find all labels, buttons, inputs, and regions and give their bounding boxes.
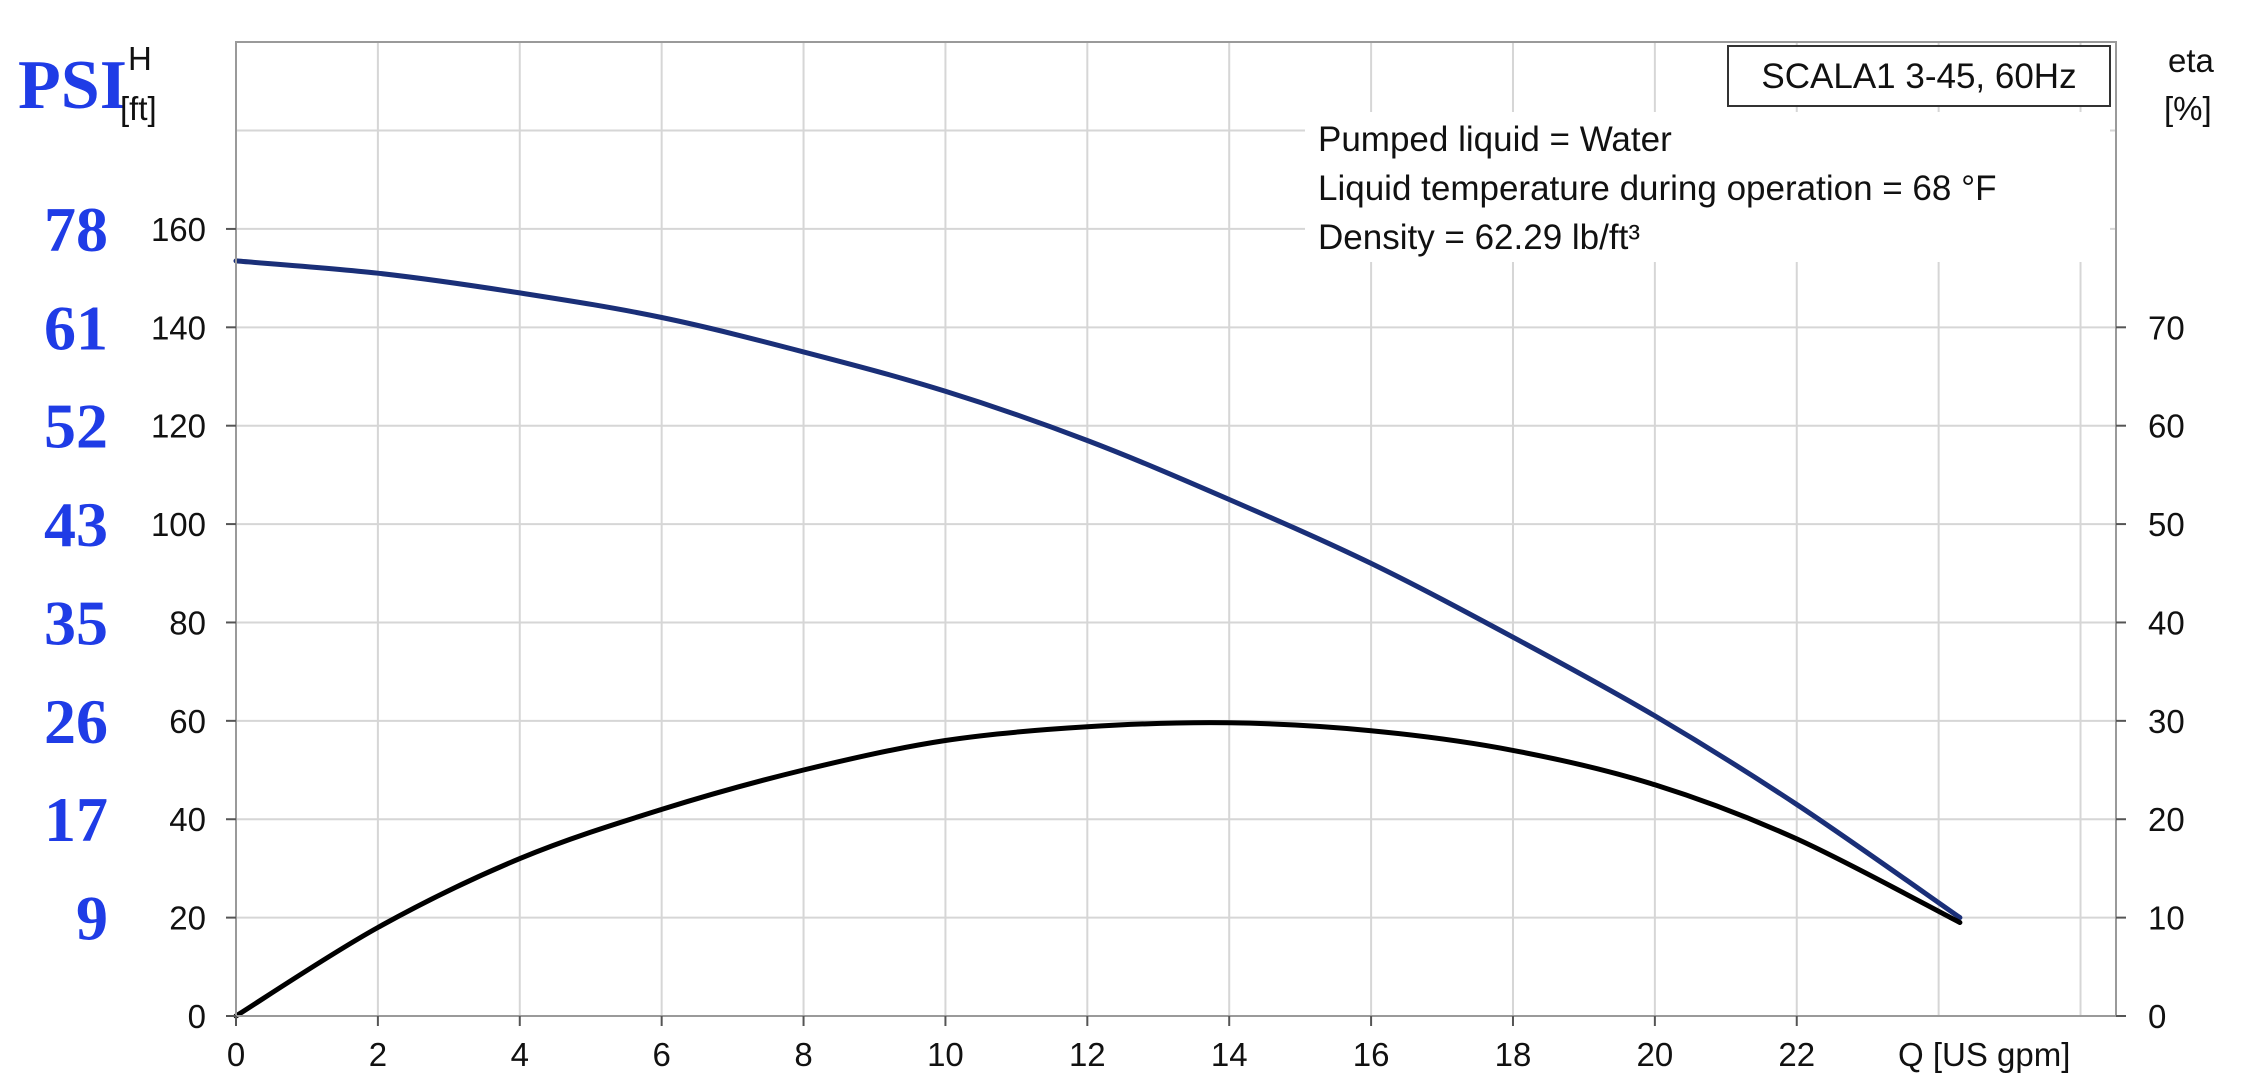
psi-label: 9	[76, 883, 108, 954]
y-left-tick-label: 120	[151, 408, 206, 445]
efficiency-curve	[233, 720, 1963, 1019]
y-left-tick-label: 160	[151, 211, 206, 248]
left-axis-label: H	[128, 40, 152, 77]
psi-label: 43	[44, 489, 108, 560]
y-right-tick-label: 70	[2148, 309, 2185, 346]
x-tick-label: 12	[1069, 1036, 1106, 1073]
x-axis-label: Q [US gpm]	[1898, 1036, 2070, 1073]
y-right-tick-label: 0	[2148, 998, 2166, 1035]
y-left-tick-label: 80	[169, 604, 206, 641]
psi-label: 61	[44, 292, 108, 363]
y-right-tick-label: 10	[2148, 900, 2185, 937]
y-right-tick-label: 40	[2148, 604, 2185, 641]
info-line-3: Density = 62.29 lb/ft³	[1318, 218, 1640, 257]
x-tick-label: 20	[1637, 1036, 1674, 1073]
psi-label: 52	[44, 391, 108, 462]
x-tick-label: 10	[927, 1036, 964, 1073]
y-right-tick-label: 30	[2148, 703, 2185, 740]
right-axis-unit: [%]	[2164, 90, 2212, 127]
psi-title: PSI	[18, 47, 127, 124]
info-line-1: Pumped liquid = Water	[1318, 120, 1672, 159]
plot-area-frame	[235, 41, 2117, 1017]
y-left-tick-label: 140	[151, 309, 206, 346]
y-right-tick-label: 20	[2148, 801, 2185, 838]
x-tick-label: 0	[227, 1036, 245, 1073]
y-right-tick-label: 50	[2148, 506, 2185, 543]
psi-label: 17	[44, 784, 108, 855]
info-line-2: Liquid temperature during operation = 68…	[1318, 169, 1996, 208]
axes: 0 2 4 6 8 10 12 14 16 18 20 22020406080100120140160…	[44, 194, 2185, 1073]
head-curve	[233, 258, 1963, 921]
x-tick-label: 16	[1353, 1036, 1390, 1073]
y-left-tick-label: 100	[151, 506, 206, 543]
x-tick-label: 6	[652, 1036, 670, 1073]
y-left-tick-label: 0	[188, 998, 206, 1035]
right-axis-label: eta	[2168, 42, 2215, 79]
y-right-tick-label: 60	[2148, 408, 2185, 445]
psi-label: 35	[44, 587, 108, 658]
left-axis-unit: [ft]	[120, 90, 157, 127]
y-left-tick-label: 60	[169, 703, 206, 740]
title-box	[1727, 45, 2111, 107]
chart-title: SCALA1 3-45, 60Hz	[1761, 57, 2076, 96]
y-left-tick-label: 40	[169, 801, 206, 838]
x-tick-label: 22	[1778, 1036, 1815, 1073]
x-tick-label: 4	[511, 1036, 529, 1073]
info-background	[1305, 112, 2110, 262]
psi-label: 26	[44, 686, 108, 757]
curves	[233, 258, 1963, 1019]
x-tick-label: 14	[1211, 1036, 1248, 1073]
x-tick-label: 18	[1495, 1036, 1532, 1073]
y-left-tick-label: 20	[169, 900, 206, 937]
x-tick-label: 2	[369, 1036, 387, 1073]
psi-label: 78	[44, 194, 108, 265]
x-tick-label: 8	[794, 1036, 812, 1073]
